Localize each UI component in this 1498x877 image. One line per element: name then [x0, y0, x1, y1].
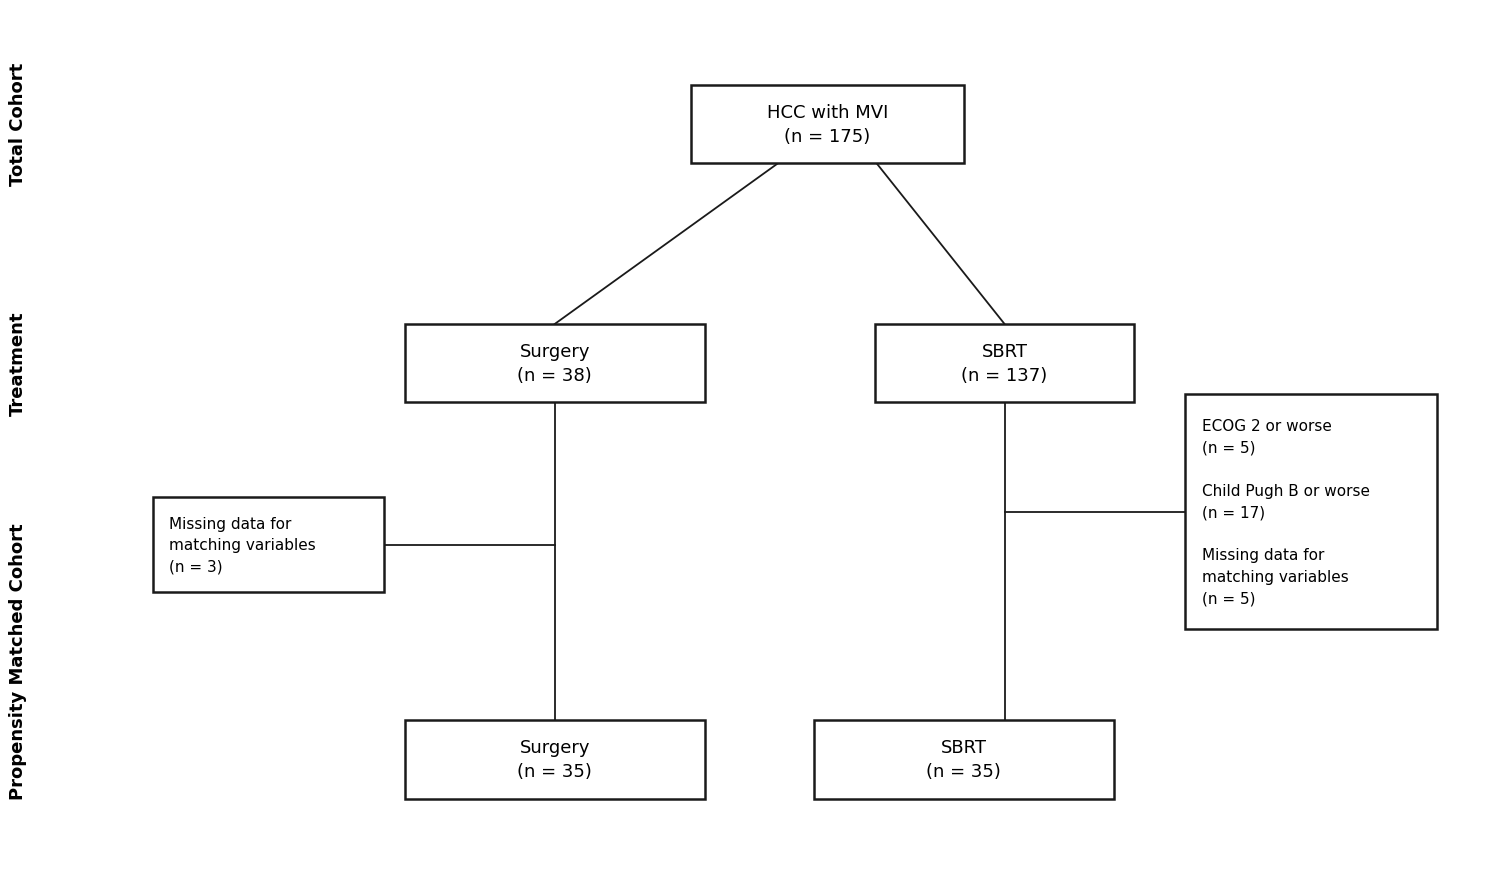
Text: HCC with MVI
(n = 175): HCC with MVI (n = 175) [767, 103, 888, 146]
Text: Propensity Matched Cohort: Propensity Matched Cohort [9, 523, 27, 799]
Bar [404, 720, 704, 799]
Bar [1185, 395, 1438, 630]
Bar [691, 86, 963, 164]
Bar [404, 324, 704, 403]
Text: SBRT
(n = 35): SBRT (n = 35) [926, 738, 1001, 781]
Text: Total Cohort: Total Cohort [9, 63, 27, 186]
Text: Treatment: Treatment [9, 311, 27, 416]
Text: Missing data for
matching variables
(n = 3): Missing data for matching variables (n =… [169, 516, 316, 574]
Bar [813, 720, 1113, 799]
Text: Surgery
(n = 35): Surgery (n = 35) [517, 738, 592, 781]
Text: SBRT
(n = 137): SBRT (n = 137) [962, 343, 1047, 385]
Text: ECOG 2 or worse
(n = 5)

Child Pugh B or worse
(n = 17)

Missing data for
matchi: ECOG 2 or worse (n = 5) Child Pugh B or … [1201, 418, 1369, 606]
Bar [153, 498, 385, 593]
Bar [875, 324, 1134, 403]
Text: Surgery
(n = 38): Surgery (n = 38) [517, 343, 592, 385]
